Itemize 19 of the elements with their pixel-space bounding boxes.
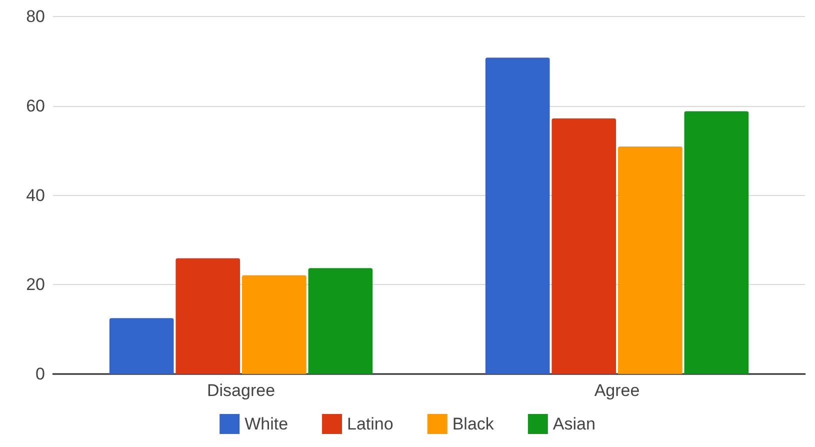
bar (684, 111, 749, 374)
y-tick-label: 0 (36, 364, 45, 384)
bar (109, 318, 174, 374)
y-tick-label: 40 (26, 186, 45, 205)
legend-label: Asian (552, 414, 596, 434)
bar (308, 268, 373, 374)
y-tick-label: 20 (26, 275, 45, 294)
y-tick-label: 60 (26, 96, 45, 116)
y-tick-label: 80 (26, 7, 45, 26)
bar (552, 118, 616, 374)
bar (485, 58, 550, 374)
legend-label: Black (452, 414, 494, 434)
bar (618, 146, 682, 374)
bar (176, 258, 240, 374)
bar (242, 275, 306, 374)
legend-label: Latino (347, 414, 394, 434)
x-tick-label: Disagree (206, 381, 276, 400)
legend-label: White (244, 414, 288, 434)
x-tick-label: Agree (594, 381, 640, 400)
